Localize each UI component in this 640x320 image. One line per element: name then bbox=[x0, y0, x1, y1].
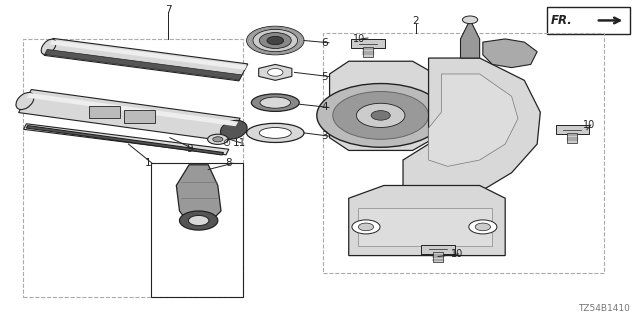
FancyBboxPatch shape bbox=[421, 245, 455, 253]
Text: 2: 2 bbox=[412, 16, 419, 27]
Polygon shape bbox=[259, 64, 292, 80]
Ellipse shape bbox=[252, 94, 300, 111]
Polygon shape bbox=[358, 208, 492, 246]
FancyBboxPatch shape bbox=[567, 133, 577, 143]
Text: 4: 4 bbox=[321, 102, 328, 112]
Text: 5: 5 bbox=[321, 72, 328, 82]
Circle shape bbox=[188, 215, 209, 226]
Polygon shape bbox=[330, 61, 435, 150]
Polygon shape bbox=[19, 90, 240, 141]
Circle shape bbox=[259, 33, 291, 49]
Ellipse shape bbox=[16, 92, 34, 109]
FancyBboxPatch shape bbox=[556, 125, 589, 134]
Text: 3: 3 bbox=[321, 131, 328, 141]
Text: 7: 7 bbox=[164, 4, 172, 15]
Text: ⊙: ⊙ bbox=[223, 138, 230, 148]
Text: 9: 9 bbox=[186, 144, 193, 154]
Text: 10: 10 bbox=[353, 34, 365, 44]
Polygon shape bbox=[403, 58, 540, 198]
Text: 8: 8 bbox=[225, 158, 232, 168]
Polygon shape bbox=[176, 165, 221, 224]
Ellipse shape bbox=[220, 120, 247, 139]
Text: 1: 1 bbox=[145, 158, 151, 168]
Polygon shape bbox=[429, 74, 518, 166]
Circle shape bbox=[253, 29, 298, 52]
Text: 11: 11 bbox=[233, 138, 246, 148]
Polygon shape bbox=[50, 40, 247, 70]
Ellipse shape bbox=[41, 39, 56, 55]
Polygon shape bbox=[461, 20, 479, 58]
Circle shape bbox=[267, 36, 284, 45]
Circle shape bbox=[207, 134, 228, 144]
FancyBboxPatch shape bbox=[351, 39, 385, 48]
Polygon shape bbox=[24, 124, 229, 155]
Circle shape bbox=[212, 137, 223, 142]
Polygon shape bbox=[349, 186, 505, 256]
Circle shape bbox=[246, 26, 304, 55]
Polygon shape bbox=[26, 125, 223, 155]
Circle shape bbox=[268, 68, 283, 76]
FancyBboxPatch shape bbox=[89, 106, 120, 118]
Circle shape bbox=[352, 220, 380, 234]
Circle shape bbox=[356, 103, 405, 127]
FancyBboxPatch shape bbox=[547, 7, 630, 34]
Circle shape bbox=[333, 92, 429, 139]
Circle shape bbox=[179, 211, 218, 230]
Polygon shape bbox=[45, 49, 242, 80]
Ellipse shape bbox=[246, 123, 304, 142]
FancyBboxPatch shape bbox=[125, 110, 155, 123]
Circle shape bbox=[358, 223, 374, 231]
Ellipse shape bbox=[259, 127, 291, 138]
Circle shape bbox=[317, 84, 445, 147]
Polygon shape bbox=[27, 93, 238, 126]
Circle shape bbox=[371, 111, 390, 120]
Text: FR.: FR. bbox=[551, 14, 573, 27]
Circle shape bbox=[463, 16, 477, 24]
Polygon shape bbox=[44, 38, 248, 81]
FancyBboxPatch shape bbox=[433, 252, 444, 262]
Text: 6: 6 bbox=[321, 38, 328, 48]
Circle shape bbox=[475, 223, 490, 231]
Circle shape bbox=[468, 220, 497, 234]
FancyBboxPatch shape bbox=[363, 47, 373, 57]
Polygon shape bbox=[483, 39, 537, 68]
Text: 10: 10 bbox=[583, 120, 595, 130]
Ellipse shape bbox=[260, 97, 291, 108]
Text: 10: 10 bbox=[451, 249, 463, 259]
Text: TZ54B1410: TZ54B1410 bbox=[578, 304, 630, 313]
